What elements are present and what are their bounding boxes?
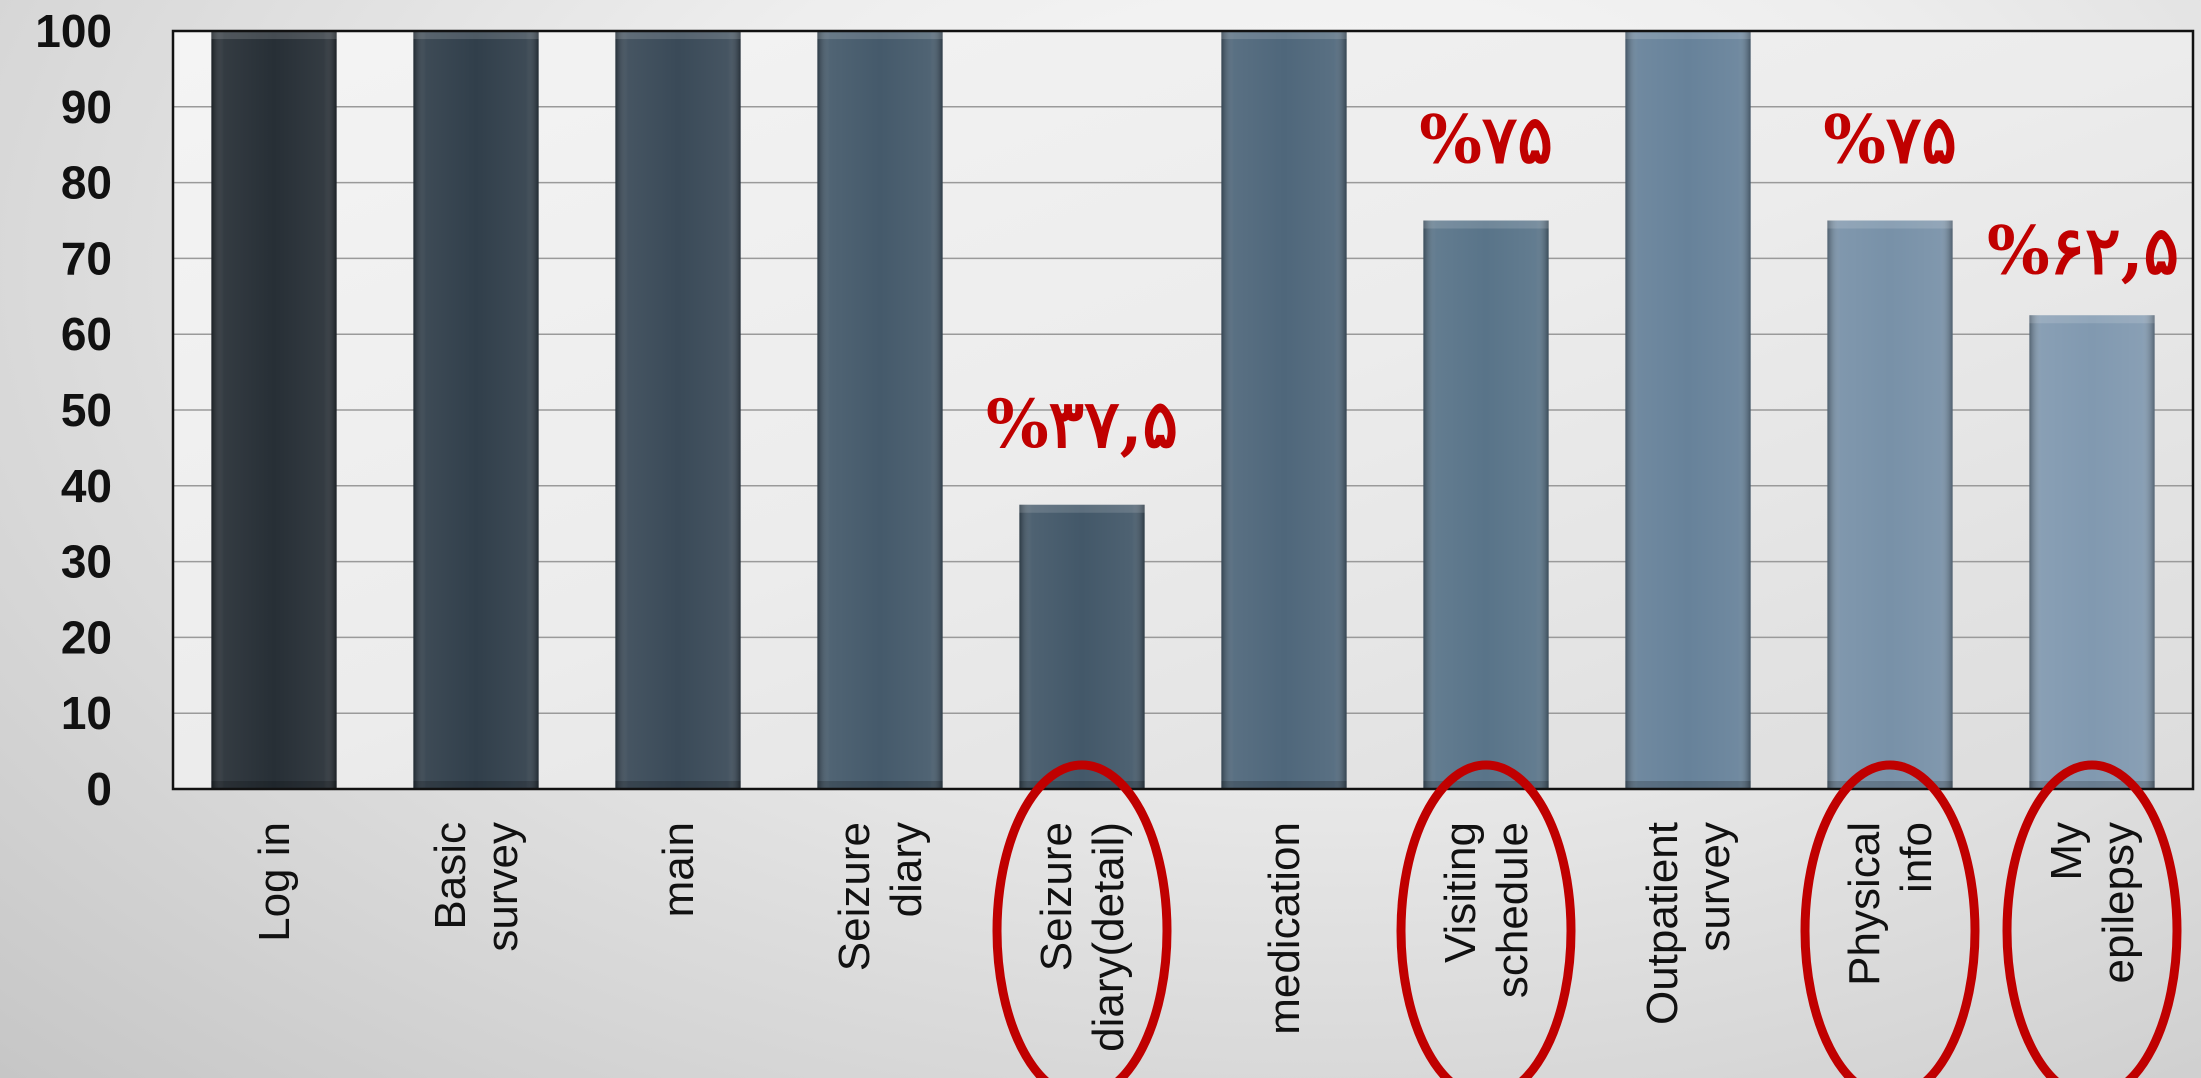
bar — [2029, 315, 2155, 789]
x-category-label-line: diary(detail) — [1084, 822, 1133, 1052]
bar — [1423, 220, 1549, 789]
x-category-label-line: medication — [1260, 822, 1309, 1035]
bar — [413, 31, 539, 789]
x-category-label-line: info — [1892, 822, 1941, 893]
x-category-label: Basic survey — [426, 822, 527, 952]
highlight-ellipse — [1800, 760, 1980, 1078]
x-category-label: Outpatient survey — [1638, 822, 1739, 1025]
value-annotation: %۳۷,۵ — [986, 385, 1178, 463]
y-tick-label: 80 — [61, 157, 112, 209]
y-axis-tick-labels: 0 10 20 30 40 50 60 70 80 90 100 — [35, 5, 112, 815]
x-category-label: main — [654, 822, 703, 917]
x-category-label: My epilepsy — [2042, 822, 2143, 983]
x-category-label-line: survey — [478, 822, 527, 952]
x-category-label-line: Visiting — [1436, 822, 1485, 963]
x-category-label-line: Log in — [250, 822, 299, 942]
bar — [1625, 31, 1751, 789]
x-category-label-line: Basic — [426, 822, 475, 930]
x-category-label: Seizure diary — [830, 822, 931, 971]
bar — [211, 31, 337, 789]
highlight-ellipse — [1396, 760, 1576, 1078]
x-category-label-line: Seizure — [830, 822, 879, 971]
value-annotation: %۶۲,۵ — [1987, 211, 2179, 289]
value-annotations: %۳۷,۵ %۷۵ %۷۵ %۶۲,۵ — [986, 101, 2179, 463]
bar — [1221, 31, 1347, 789]
highlight-ellipse — [2002, 760, 2182, 1078]
x-category-label: medication — [1260, 822, 1309, 1035]
x-category-label-line: Seizure — [1032, 822, 1081, 971]
y-tick-label: 40 — [61, 460, 112, 512]
x-category-label-line: Physical — [1840, 822, 1889, 986]
x-category-label-line: diary — [882, 822, 931, 917]
y-tick-label: 90 — [61, 81, 112, 133]
x-category-label: Physical info — [1840, 822, 1941, 986]
x-category-label-line: epilepsy — [2094, 822, 2143, 983]
bar — [615, 31, 741, 789]
y-tick-label: 0 — [86, 763, 112, 815]
highlight-ellipse — [992, 760, 1172, 1078]
y-tick-label: 100 — [35, 5, 112, 57]
x-category-label-line: main — [654, 822, 703, 917]
x-category-label: Log in — [250, 822, 299, 942]
y-tick-label: 70 — [61, 232, 112, 284]
bar — [817, 31, 943, 789]
bar — [1827, 220, 1953, 789]
x-category-label-line: survey — [1690, 822, 1739, 952]
y-tick-label: 30 — [61, 536, 112, 588]
x-category-label-line: My — [2042, 822, 2091, 881]
value-annotation: %۷۵ — [1419, 101, 1553, 179]
x-category-label-line: schedule — [1488, 822, 1537, 998]
y-tick-label: 10 — [61, 687, 112, 739]
y-tick-label: 60 — [61, 308, 112, 360]
highlight-ellipses — [992, 760, 2182, 1078]
x-category-label: Visiting schedule — [1436, 822, 1537, 998]
plot-frame — [171, 29, 2195, 791]
y-tick-label: 50 — [61, 384, 112, 436]
bar — [1019, 504, 1145, 789]
bars — [211, 31, 2155, 789]
x-category-label: Seizure diary(detail) — [1032, 822, 1133, 1052]
x-axis-category-labels: Log in Basic survey main Seizure diary Seizure… — [250, 822, 2143, 1052]
x-category-label-line: Outpatient — [1638, 822, 1687, 1025]
value-annotation: %۷۵ — [1823, 101, 1957, 179]
y-tick-label: 20 — [61, 611, 112, 663]
